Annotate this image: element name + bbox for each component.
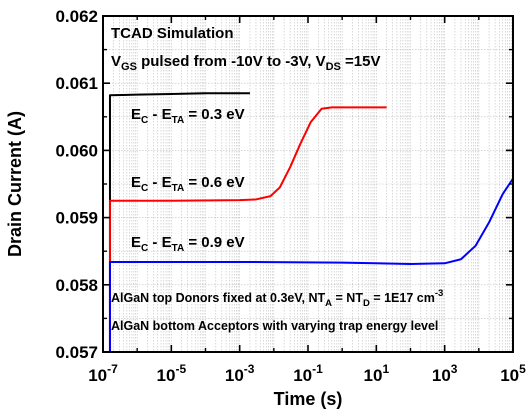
x-axis-title: Time (s) xyxy=(274,389,343,409)
annotation-acceptor-traps: AlGaN bottom Acceptors with varying trap… xyxy=(111,319,438,333)
series-label-0-9ev: EC - ETA = 0.9 eV xyxy=(131,234,245,254)
y-axis-title: Drain Current (A) xyxy=(5,111,25,257)
x-tick-label: 10-1 xyxy=(293,362,323,385)
x-tick-label: 101 xyxy=(364,362,390,385)
series-label-0-6ev: EC - ETA = 0.6 eV xyxy=(131,174,245,194)
x-tick-label: 10-5 xyxy=(157,362,187,385)
annotation-donor-traps: AlGaN top Donors fixed at 0.3eV, NTA = N… xyxy=(111,288,443,309)
y-tick-label: 0.058 xyxy=(55,276,98,295)
y-tick-label: 0.059 xyxy=(55,209,98,228)
y-tick-label: 0.062 xyxy=(55,7,98,26)
y-tick-labels: 0.057 0.058 0.059 0.060 0.061 0.062 xyxy=(55,7,98,362)
x-tick-label: 103 xyxy=(432,362,458,385)
y-tick-label: 0.061 xyxy=(55,74,98,93)
series-line-2 xyxy=(108,178,514,352)
series-line-1 xyxy=(108,106,387,352)
series-line-0 xyxy=(108,92,250,352)
y-tick-label: 0.060 xyxy=(55,141,98,160)
x-tick-label: 105 xyxy=(500,362,526,385)
series-label-0-3ev: EC - ETA = 0.3 eV xyxy=(131,106,245,126)
annotation-title: TCAD Simulation xyxy=(111,25,234,42)
series-lines xyxy=(108,92,514,352)
x-tick-label: 10-3 xyxy=(225,362,255,385)
x-tick-label: 10-7 xyxy=(88,362,118,385)
grid-lines xyxy=(103,16,513,352)
y-tick-label: 0.057 xyxy=(55,343,98,362)
annotation-bias-condition: VGS pulsed from -10V to -3V, VDS =15V xyxy=(111,53,381,73)
x-tick-labels: 10-7 10-5 10-3 10-1 101 103 105 xyxy=(88,362,526,385)
axis-ticks xyxy=(102,15,514,353)
